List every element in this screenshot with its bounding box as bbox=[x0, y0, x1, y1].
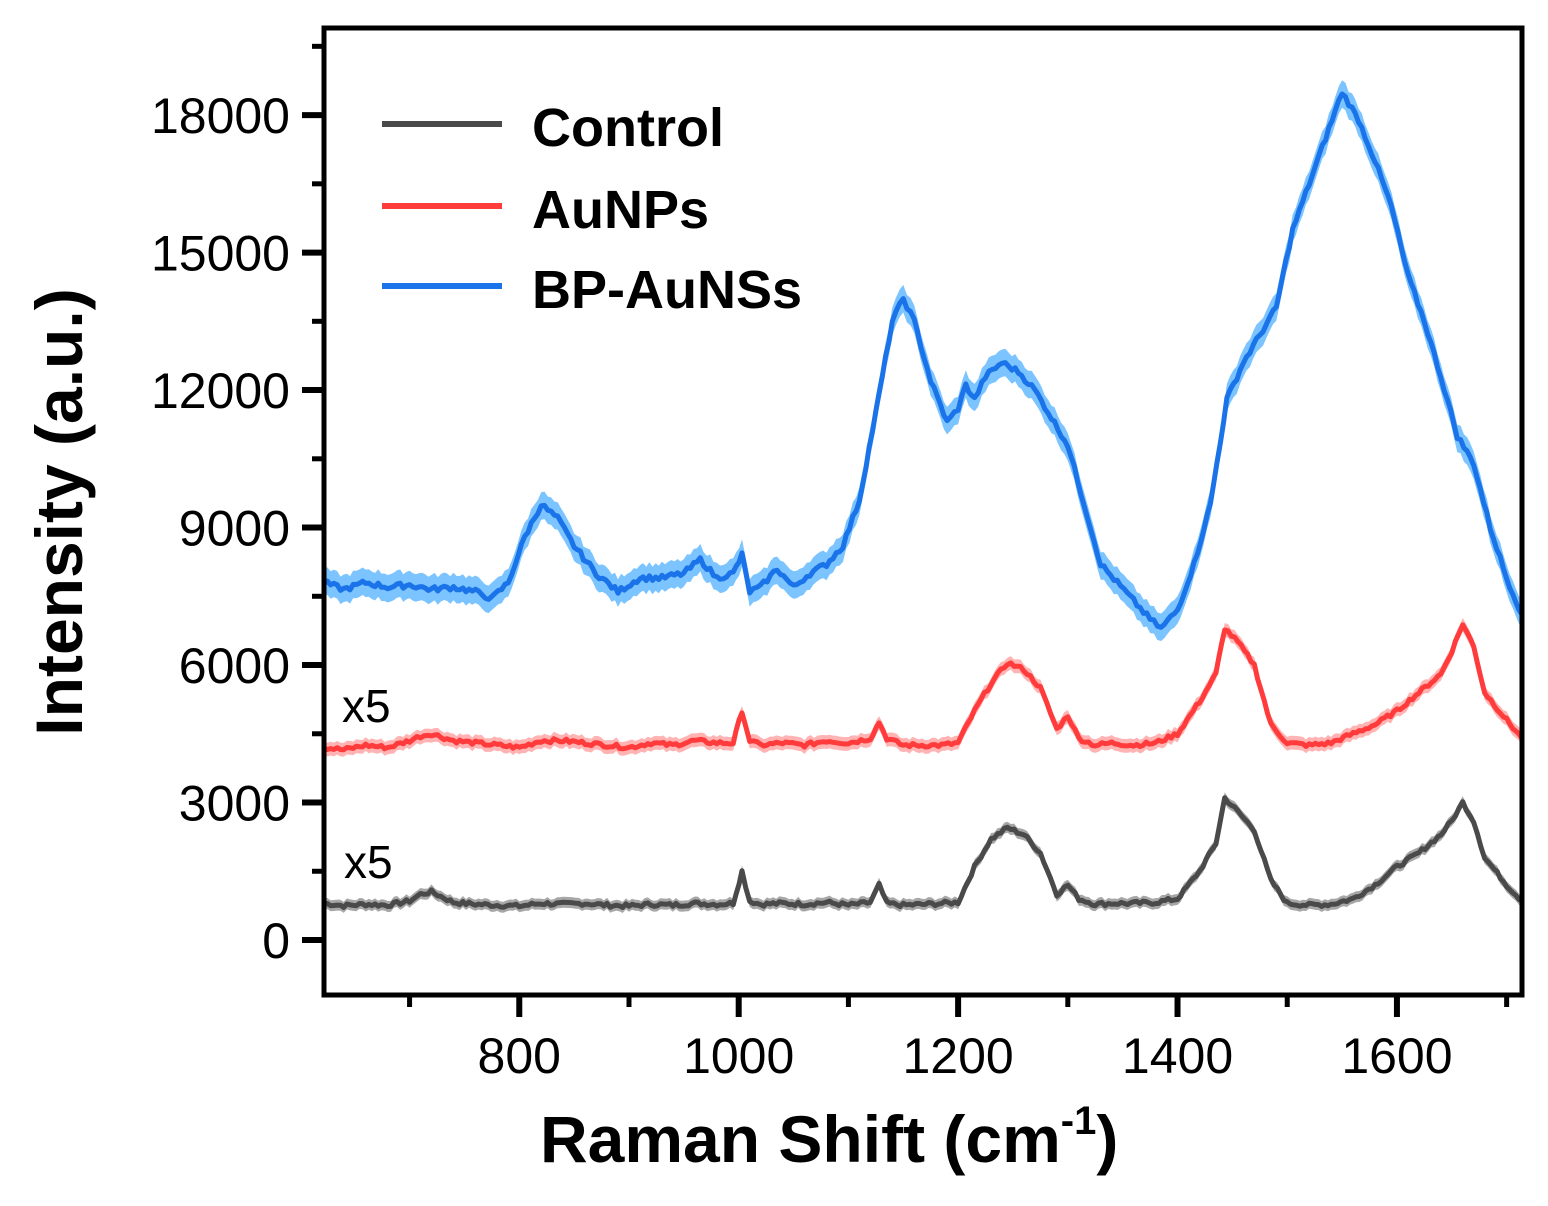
line-aunps bbox=[323, 622, 1525, 753]
spectrum-lines bbox=[322, 91, 1525, 910]
y-tick-label: 15000 bbox=[151, 226, 290, 282]
annotation-x5-control: x5 bbox=[344, 836, 393, 888]
band-control bbox=[324, 792, 1522, 913]
y-tick-label: 6000 bbox=[179, 638, 290, 694]
x-axis-title-main: Raman Shift (cm bbox=[540, 1102, 1061, 1176]
line-bp-aunss bbox=[322, 91, 1525, 630]
confidence-bands bbox=[324, 80, 1522, 913]
band-aunps bbox=[324, 618, 1522, 757]
y-tick-label: 9000 bbox=[179, 501, 290, 557]
x-axis-title: Raman Shift (cm-1) bbox=[540, 1099, 1118, 1176]
x-axis-title-close: ) bbox=[1096, 1102, 1118, 1176]
x-axis: 800 1000 1200 1400 1600 bbox=[407, 995, 1510, 1084]
line-control bbox=[323, 795, 1524, 910]
plot-frame bbox=[321, 25, 1525, 998]
y-tick-label: 3000 bbox=[179, 776, 290, 832]
legend: Control AuNPs BP-AuNSs bbox=[382, 98, 802, 320]
legend-label-control: Control bbox=[532, 98, 724, 158]
y-tick-label: 12000 bbox=[151, 363, 290, 419]
legend-label-aunps: AuNPs bbox=[532, 180, 709, 240]
y-tick-label: 0 bbox=[262, 913, 290, 969]
y-axis: 0 3000 6000 9000 12000 15000 18000 bbox=[151, 43, 324, 969]
annotation-x5-aunps: x5 bbox=[342, 680, 391, 732]
legend-label-bp-aunss: BP-AuNSs bbox=[532, 260, 802, 320]
x-axis-title-superscript: -1 bbox=[1061, 1099, 1097, 1143]
y-tick-label: 18000 bbox=[151, 88, 290, 144]
x-tick-label: 1200 bbox=[902, 1028, 1013, 1084]
y-axis-title: Intensity (a.u.) bbox=[22, 288, 96, 735]
x-tick-label: 1600 bbox=[1341, 1028, 1452, 1084]
x-tick-label: 800 bbox=[478, 1028, 561, 1084]
x-tick-label: 1000 bbox=[683, 1028, 794, 1084]
x-tick-label: 1400 bbox=[1122, 1028, 1233, 1084]
